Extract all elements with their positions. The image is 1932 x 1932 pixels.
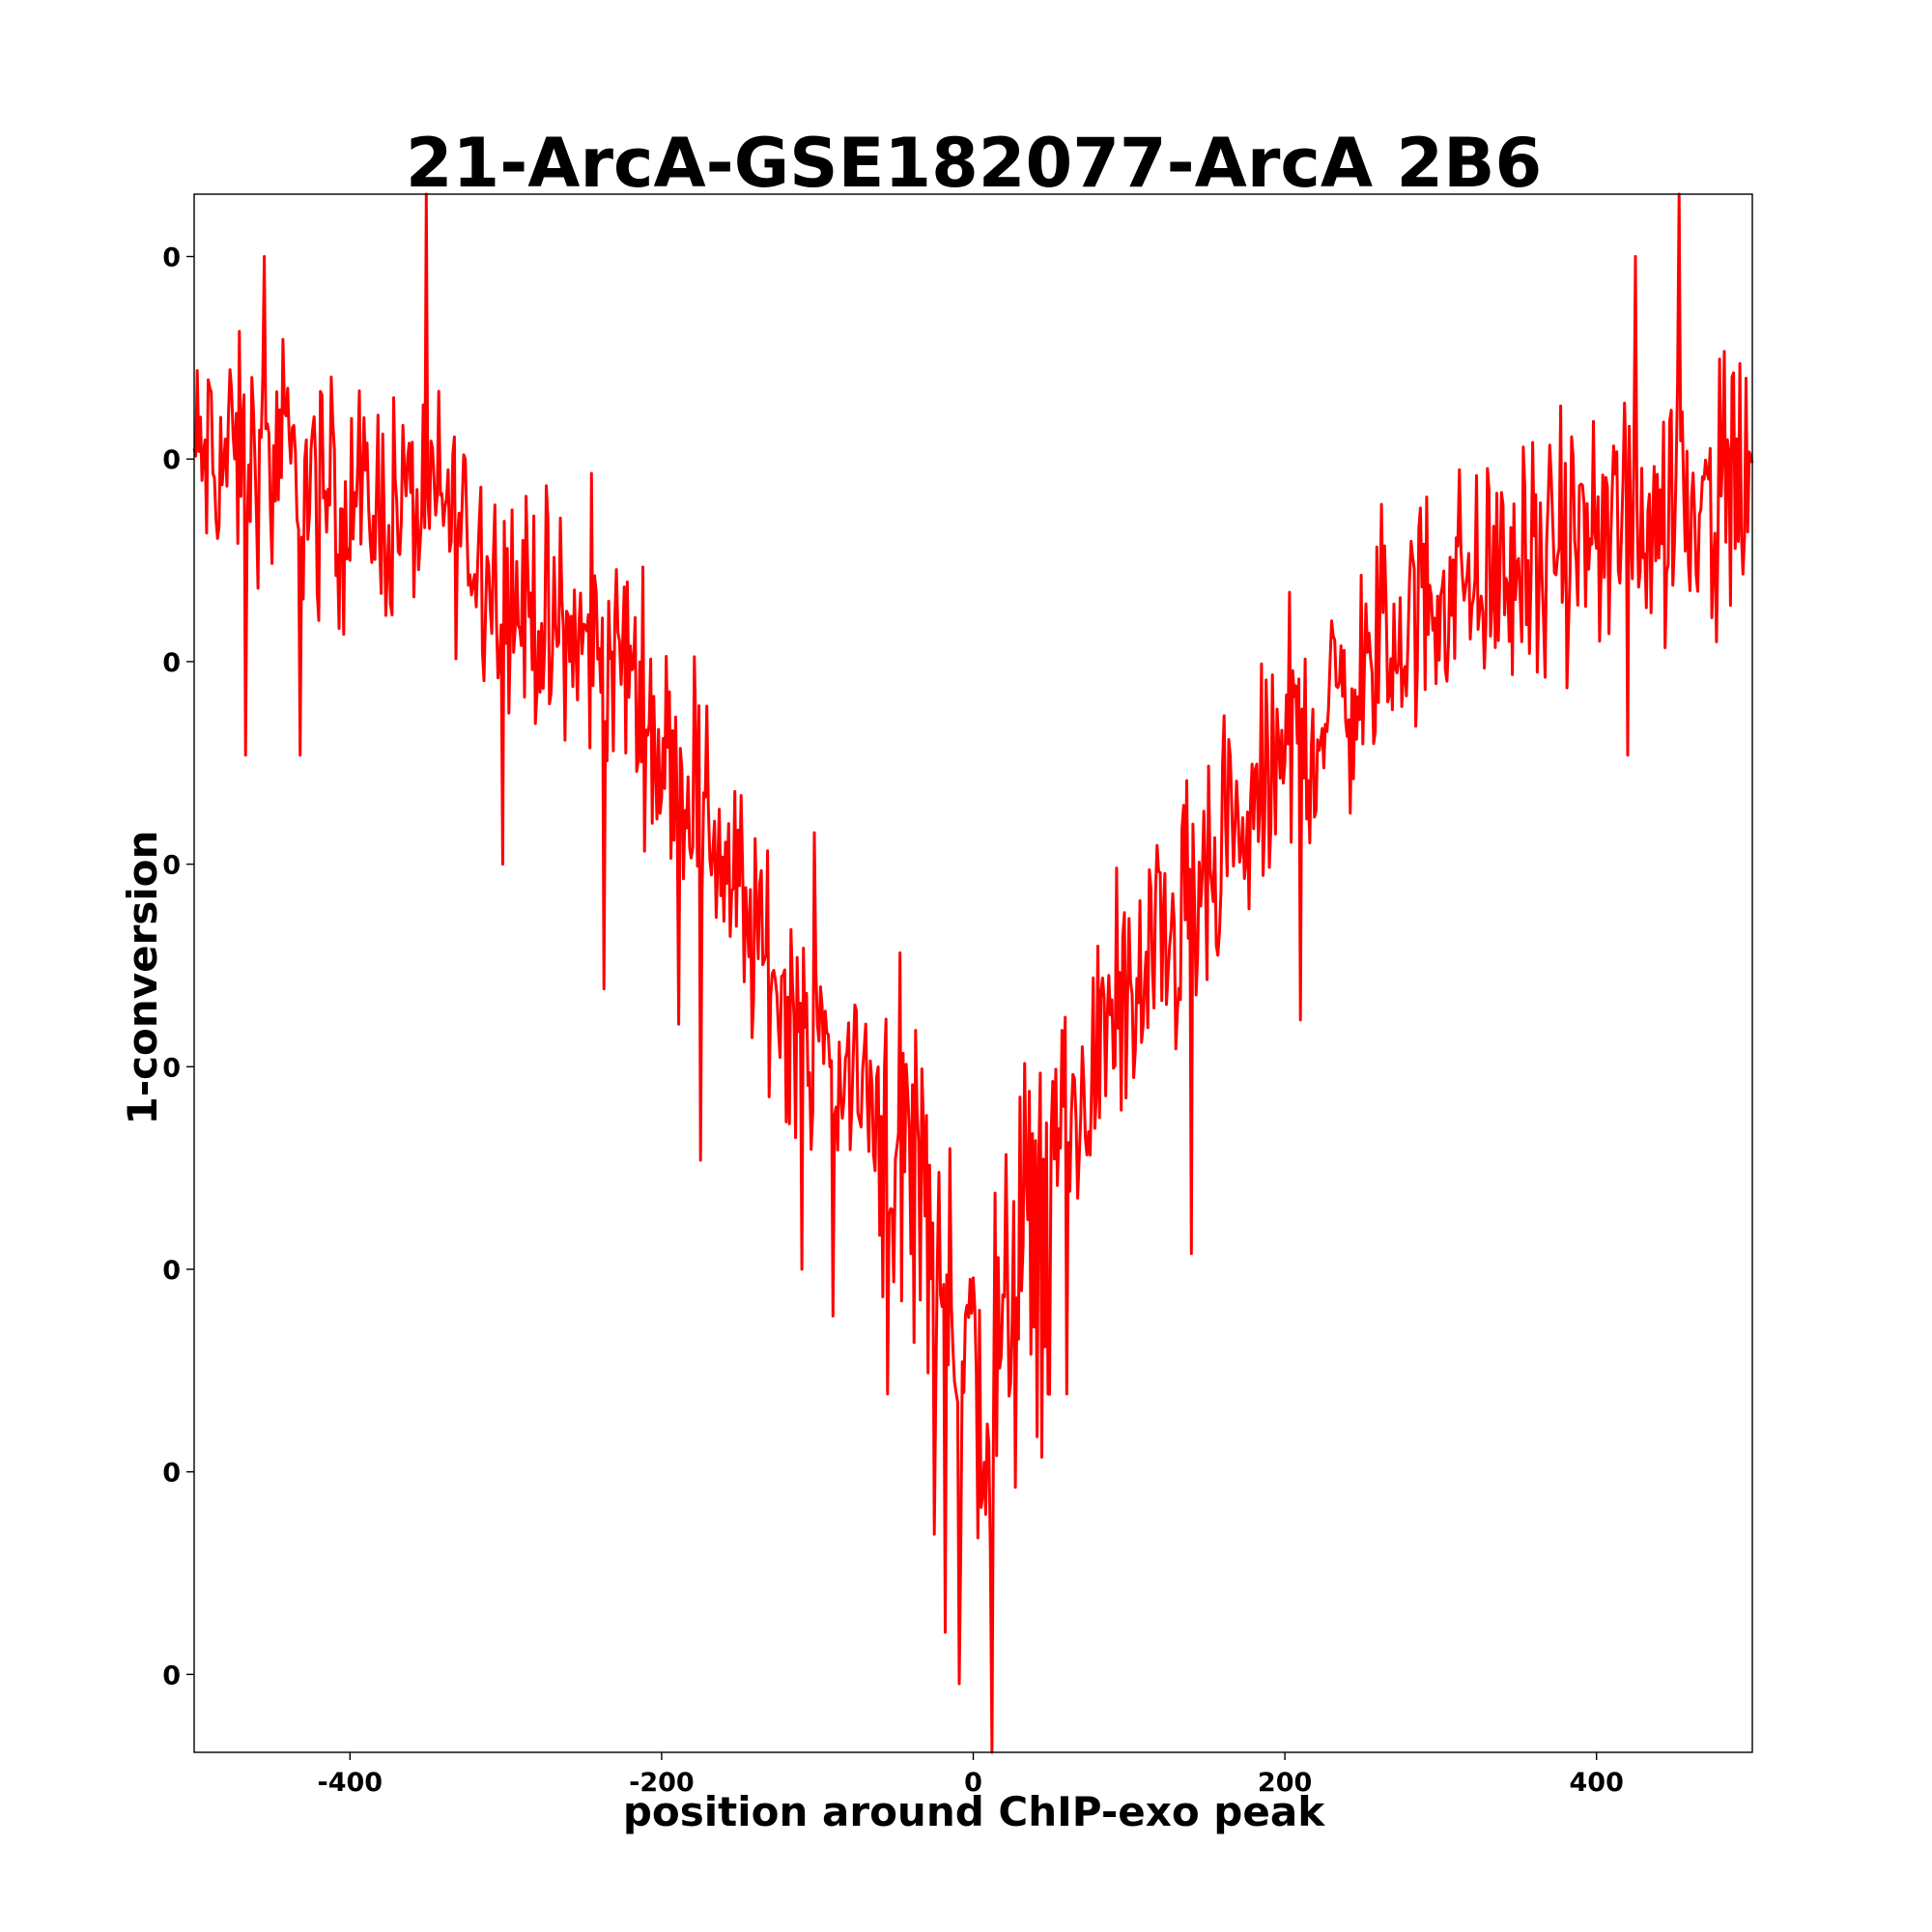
y-tick-label: 0 <box>162 1459 181 1489</box>
y-tick-label: 0 <box>162 851 181 881</box>
chart-title: 21-ArcA-GSE182077-ArcA 2B6 <box>406 124 1542 203</box>
series-line-1-conversion <box>192 192 1754 1754</box>
x-axis: -400 -200 0 200 400 <box>318 1752 1624 1798</box>
x-tick-label: -400 <box>318 1768 384 1798</box>
x-tick-label: 400 <box>1570 1768 1624 1798</box>
y-axis-label: 1-conversion <box>119 830 166 1124</box>
x-tick-label: 200 <box>1258 1768 1312 1798</box>
x-tick-label: -200 <box>629 1768 695 1798</box>
y-tick-label: 0 <box>162 445 181 475</box>
x-axis-label: position around ChIP-exo peak <box>623 1788 1325 1835</box>
x-tick-label: 0 <box>964 1768 982 1798</box>
y-tick-label: 0 <box>162 243 181 273</box>
y-tick-label: 0 <box>162 1053 181 1083</box>
y-tick-label: 0 <box>162 1256 181 1286</box>
plot-area <box>192 192 1754 1754</box>
y-tick-label: 0 <box>162 648 181 678</box>
y-axis: 0 0 0 0 0 0 0 0 <box>162 243 194 1690</box>
y-tick-label: 0 <box>162 1661 181 1690</box>
